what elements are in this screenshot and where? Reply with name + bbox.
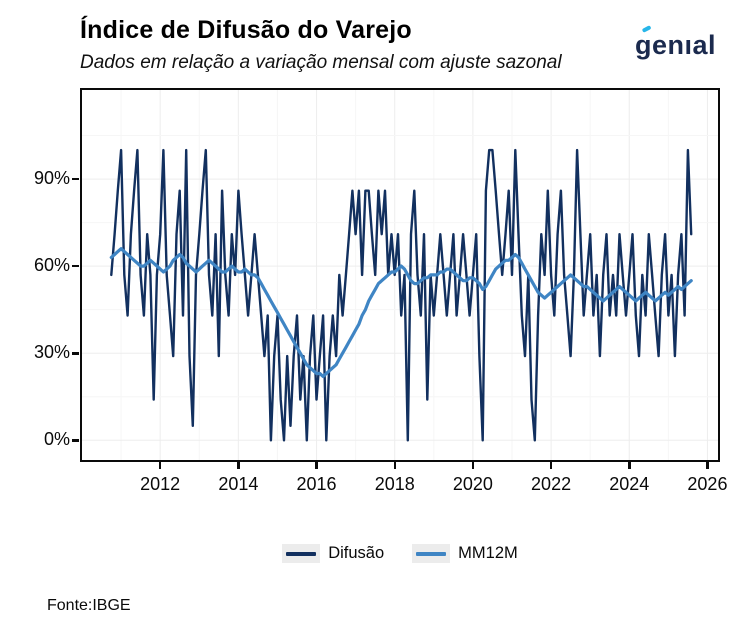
- legend-key-mm12m: [412, 544, 451, 563]
- chart-subtitle: Dados em relação a variação mensal com a…: [80, 52, 562, 73]
- x-tick-label: 2022: [531, 474, 572, 494]
- x-tick-label: 2016: [296, 474, 337, 494]
- y-tick-mark: [72, 352, 79, 355]
- x-tick-label: 2018: [374, 474, 415, 494]
- legend-item-difusao: Difusão: [282, 544, 384, 563]
- legend-item-mm12m: MM12M: [412, 544, 518, 563]
- x-tick-mark: [237, 462, 240, 469]
- x-tick-label: 2012: [140, 474, 181, 494]
- x-tick-label: 2014: [218, 474, 259, 494]
- legend-label-mm12m: MM12M: [458, 544, 518, 562]
- difusao-line: [110, 148, 693, 442]
- y-tick-mark: [72, 264, 79, 268]
- y-tick-label: 0%: [43, 429, 70, 450]
- x-tick-mark: [158, 462, 162, 469]
- mm12m-line: [109, 247, 693, 378]
- x-tick-mark: [628, 462, 631, 469]
- y-tick-label: 60%: [33, 255, 70, 276]
- x-tick-mark: [471, 462, 475, 469]
- x-tick-label: 2024: [609, 474, 650, 494]
- x-tick-mark: [393, 462, 397, 469]
- y-tick-label: 30%: [33, 342, 70, 363]
- logo-text: genıal: [634, 30, 716, 60]
- y-tick-mark: [72, 439, 79, 442]
- chart-panel: [80, 88, 720, 462]
- x-tick-mark: [315, 462, 318, 469]
- source-note: Fonte:IBGE: [47, 597, 131, 614]
- x-tick-label: 2026: [687, 474, 728, 494]
- y-tick-label: 90%: [33, 168, 70, 189]
- difusao-line-swatch-icon: [286, 551, 317, 556]
- legend-label-difusao: Difusão: [328, 544, 385, 562]
- x-tick-label: 2020: [452, 474, 493, 494]
- plot-svg: [82, 90, 718, 460]
- chart-title: Índice de Difusão do Varejo: [80, 16, 412, 44]
- mm12m-line-swatch-icon: [416, 551, 447, 556]
- brand-logo: genıal: [634, 25, 716, 61]
- legend: Difusão MM12M: [80, 544, 720, 563]
- x-tick-mark: [706, 462, 709, 469]
- x-tick-mark: [549, 462, 553, 469]
- y-tick-mark: [72, 177, 79, 181]
- legend-key-difusao: [282, 544, 321, 563]
